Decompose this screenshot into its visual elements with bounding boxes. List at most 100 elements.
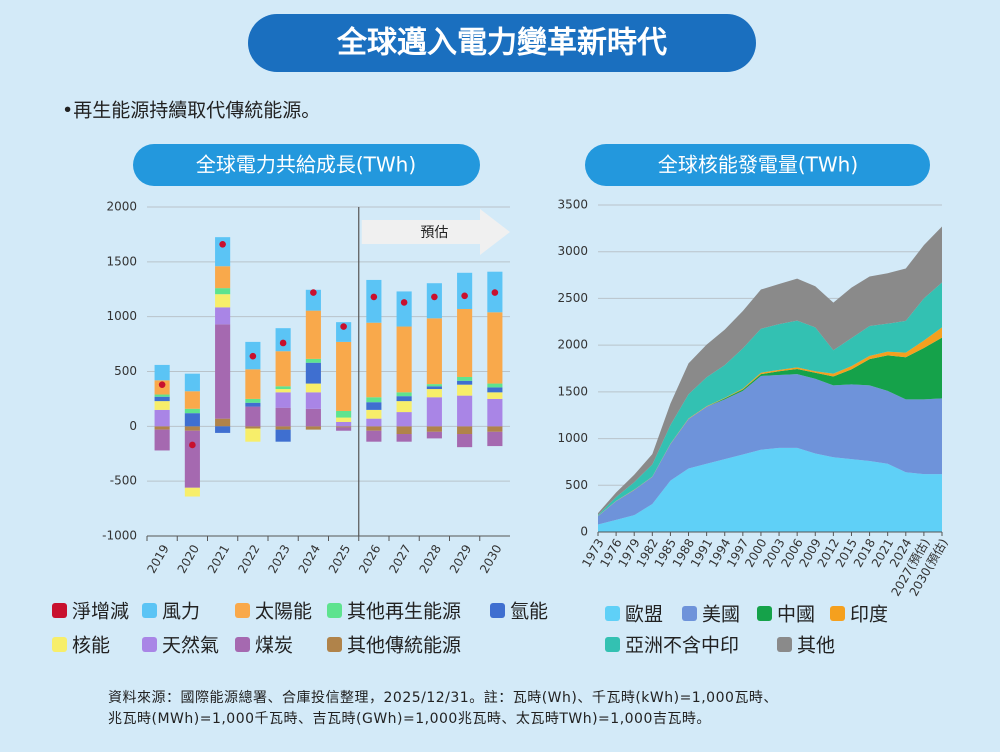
area [598,447,942,532]
bar-segment [245,398,261,403]
y-tick-label: 2000 [557,338,588,352]
bar-segment [487,398,503,427]
area [598,374,942,525]
bar-segment [336,410,352,418]
bar-segment [305,358,321,363]
bar-segment [426,318,442,385]
bar-segment [154,429,170,451]
bar-segment [366,409,382,419]
legend-swatch [605,606,620,621]
legend-swatch [235,637,250,652]
y-tick-label: -1000 [102,529,137,543]
chart-title-pill [585,144,930,186]
footnote: 兆瓦時(MWh)=1,000千瓦時、吉瓦時(GWh)=1,000兆瓦時、太瓦時T… [108,711,711,727]
legend-swatch [682,606,697,621]
net-dot [370,293,378,301]
bar-segment [275,407,291,427]
bar-segment [366,279,382,323]
bar-segment [426,386,442,390]
bar-segment [457,434,473,448]
bar-segment [457,384,473,396]
legend-label: 天然氣 [162,635,219,657]
chart-title: 全球核能發電量(TWh) [658,153,858,177]
x-tick-label: 2026 [356,542,383,575]
net-dot [340,323,347,330]
bar-segment [215,266,231,289]
legend-label: 亞洲不含中印 [625,635,739,657]
net-dot [461,292,468,300]
bar-segment [487,387,503,393]
y-tick-label: 0 [129,419,137,433]
bar-segment [426,431,442,439]
bar-segment [154,364,170,381]
bar-segment [154,401,170,410]
area [598,282,942,516]
legend-swatch [490,603,505,618]
bar-segment [336,417,352,422]
x-tick-label: 2028 [417,542,444,575]
bar-segment [305,310,321,359]
net-dot [400,299,408,306]
bar-segment [487,431,503,447]
y-tick-label: 3000 [557,244,588,258]
net-dot [310,289,317,296]
bar-segment [245,406,261,427]
net-dot [189,441,196,449]
bar-segment [487,383,503,388]
x-tick-label: 2029 [447,542,474,575]
bar-segment [396,396,412,402]
y-tick-label: 500 [114,364,137,378]
legend-label: 核能 [72,635,110,657]
bar-segment [426,384,442,387]
bar-segment [245,426,261,429]
bar-segment [336,426,352,428]
bar-segment [366,430,382,442]
bar-segment [184,373,200,392]
bar-segment [184,487,200,497]
bar-segment [245,369,261,399]
x-tick-label: 2019 [144,542,171,575]
annotation: 預估 [420,225,448,241]
legend-label: 美國 [702,604,740,626]
bar-segment [487,312,503,384]
bar-segment [305,289,321,311]
bar-segment [275,389,291,393]
bullet: •再生能源持續取代傳統能源。 [62,100,320,122]
bar-segment [184,430,200,488]
bar-segment [336,322,352,342]
legend-swatch [142,603,157,618]
bar-segment [336,421,352,427]
legend-swatch [235,603,250,618]
x-tick-label: 2020 [175,542,202,575]
legend-label: 氫能 [510,601,548,623]
x-tick-label: 2030 [477,542,504,575]
legend-label: 其他 [797,635,835,657]
legend-label: 太陽能 [255,601,312,623]
net-dot [491,289,499,296]
legend-label: 中國 [777,604,815,626]
forecast-arrow [361,209,510,255]
legend-label: 其他再生能源 [347,601,461,623]
bar-segment [426,397,442,427]
net-dot [158,381,166,388]
y-tick-label: 1500 [106,254,137,268]
y-tick-label: 3500 [557,198,588,212]
bar-segment [366,397,382,403]
y-tick-label: 1500 [557,384,588,398]
bar-segment [275,351,291,387]
legend-label: 煤炭 [255,635,293,657]
legend-label: 淨增減 [72,601,129,623]
bar-segment [184,408,200,414]
bar-segment [215,426,231,433]
net-dot [219,240,226,248]
x-tick-label: 2022 [235,542,262,575]
x-tick-label: 2021 [205,542,232,575]
bar-segment [366,322,382,398]
bar-segment [457,380,473,385]
bar-segment [245,402,261,407]
bar-segment [154,409,170,427]
legend-swatch [830,606,845,621]
legend-swatch [327,637,342,652]
legend-swatch [327,603,342,618]
chart-title: 全球電力共給成長(TWh) [196,153,416,177]
